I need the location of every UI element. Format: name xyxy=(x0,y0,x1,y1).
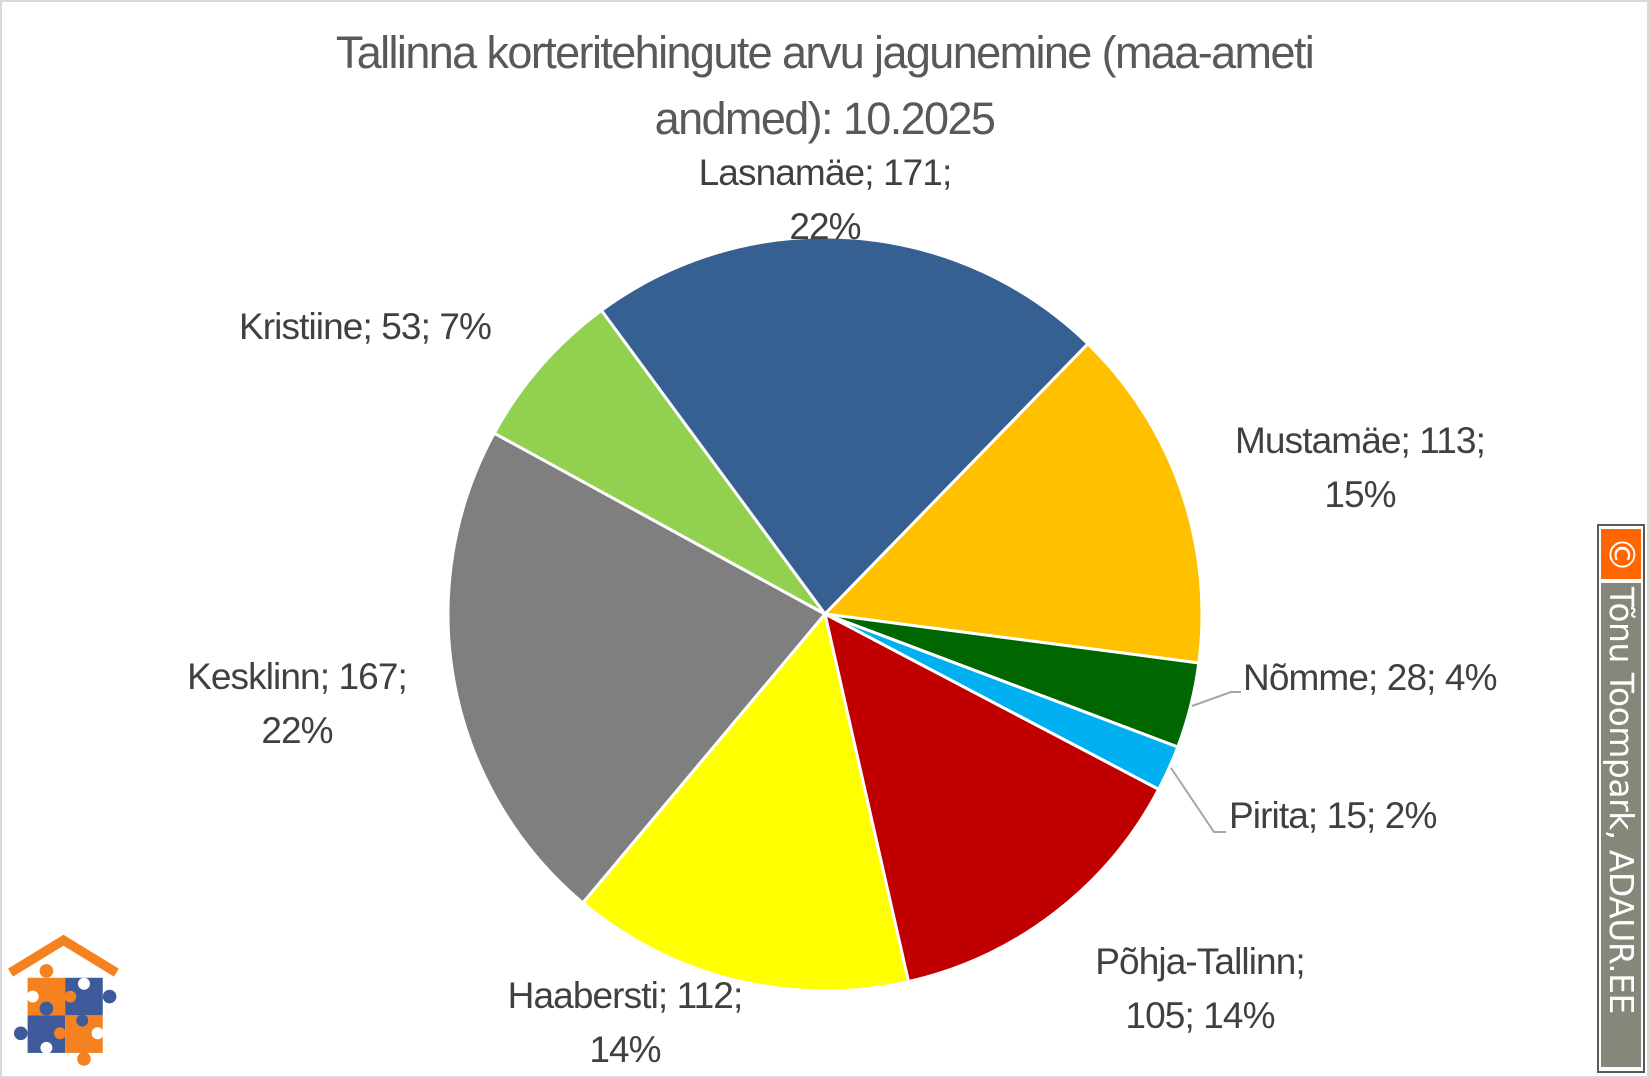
watermark-body: Tõnu Toompark, ADAUR.EE xyxy=(1601,583,1641,1067)
house-puzzle-icon xyxy=(8,934,119,1066)
chart-title-line-1: Tallinna korteritehingute arvu jagunemin… xyxy=(335,27,1315,78)
watermark-text: Tõnu Toompark, ADAUR.EE xyxy=(1602,587,1641,1014)
pie-slice-lasnam-e xyxy=(599,235,1090,616)
pie-slice-haabersti xyxy=(581,612,911,993)
chart-title-line-2: andmed): 10.2025 xyxy=(654,93,996,144)
data-label-line: Mustamäe; 113; xyxy=(1235,420,1486,461)
copyright-symbol: © xyxy=(1600,536,1642,572)
pie-slice-mustam-e xyxy=(823,342,1204,665)
house-puzzle-logo xyxy=(2,918,142,1070)
data-label-nomme: Nõmme; 28; 4% xyxy=(1243,651,1497,705)
leader-line-pirita xyxy=(1170,767,1226,833)
data-label-line: Lasnamäe; 171; xyxy=(698,152,953,193)
data-label-line: 22% xyxy=(261,710,333,751)
data-label-pohja-tallinn: Põhja-Tallinn; 105; 14% xyxy=(1045,935,1355,1043)
data-label-line: 105; 14% xyxy=(1125,995,1275,1036)
data-label-line: 22% xyxy=(789,206,861,247)
data-label-haabersti: Haabersti; 112; 14% xyxy=(470,969,780,1077)
leader-line-nomme xyxy=(1191,691,1241,707)
data-label-kesklinn: Kesklinn; 167; 22% xyxy=(142,650,452,758)
pie-slice-p-hja-tallinn xyxy=(823,612,1161,984)
data-label-pirita: Pirita; 15; 2% xyxy=(1229,789,1437,843)
data-label-lasnamae: Lasnamäe; 171; 22% xyxy=(660,146,990,254)
data-label-line: Nõmme; 28; 4% xyxy=(1243,657,1497,698)
copyright-icon: © xyxy=(1600,529,1642,579)
data-label-line: Kristiine; 53; 7% xyxy=(238,306,492,347)
data-label-line: Haabersti; 112; xyxy=(507,975,744,1016)
data-label-line: Põhja-Tallinn; xyxy=(1095,941,1305,982)
leader-lines xyxy=(1170,691,1241,833)
data-label-line: Kesklinn; 167; xyxy=(187,656,408,697)
data-label-line: 15% xyxy=(1324,474,1396,515)
data-label-mustamae: Mustamäe; 113; 15% xyxy=(1195,414,1525,522)
data-label-line: Pirita; 15; 2% xyxy=(1229,795,1437,836)
pie-slice-kristiine xyxy=(492,308,827,616)
data-label-line: 14% xyxy=(589,1029,661,1070)
pie-slice-kesklinn xyxy=(446,431,827,905)
pie-slices xyxy=(446,235,1204,993)
data-label-kristiine: Kristiine; 53; 7% xyxy=(200,300,530,354)
copyright-watermark: © Tõnu Toompark, ADAUR.EE xyxy=(1597,524,1645,1073)
